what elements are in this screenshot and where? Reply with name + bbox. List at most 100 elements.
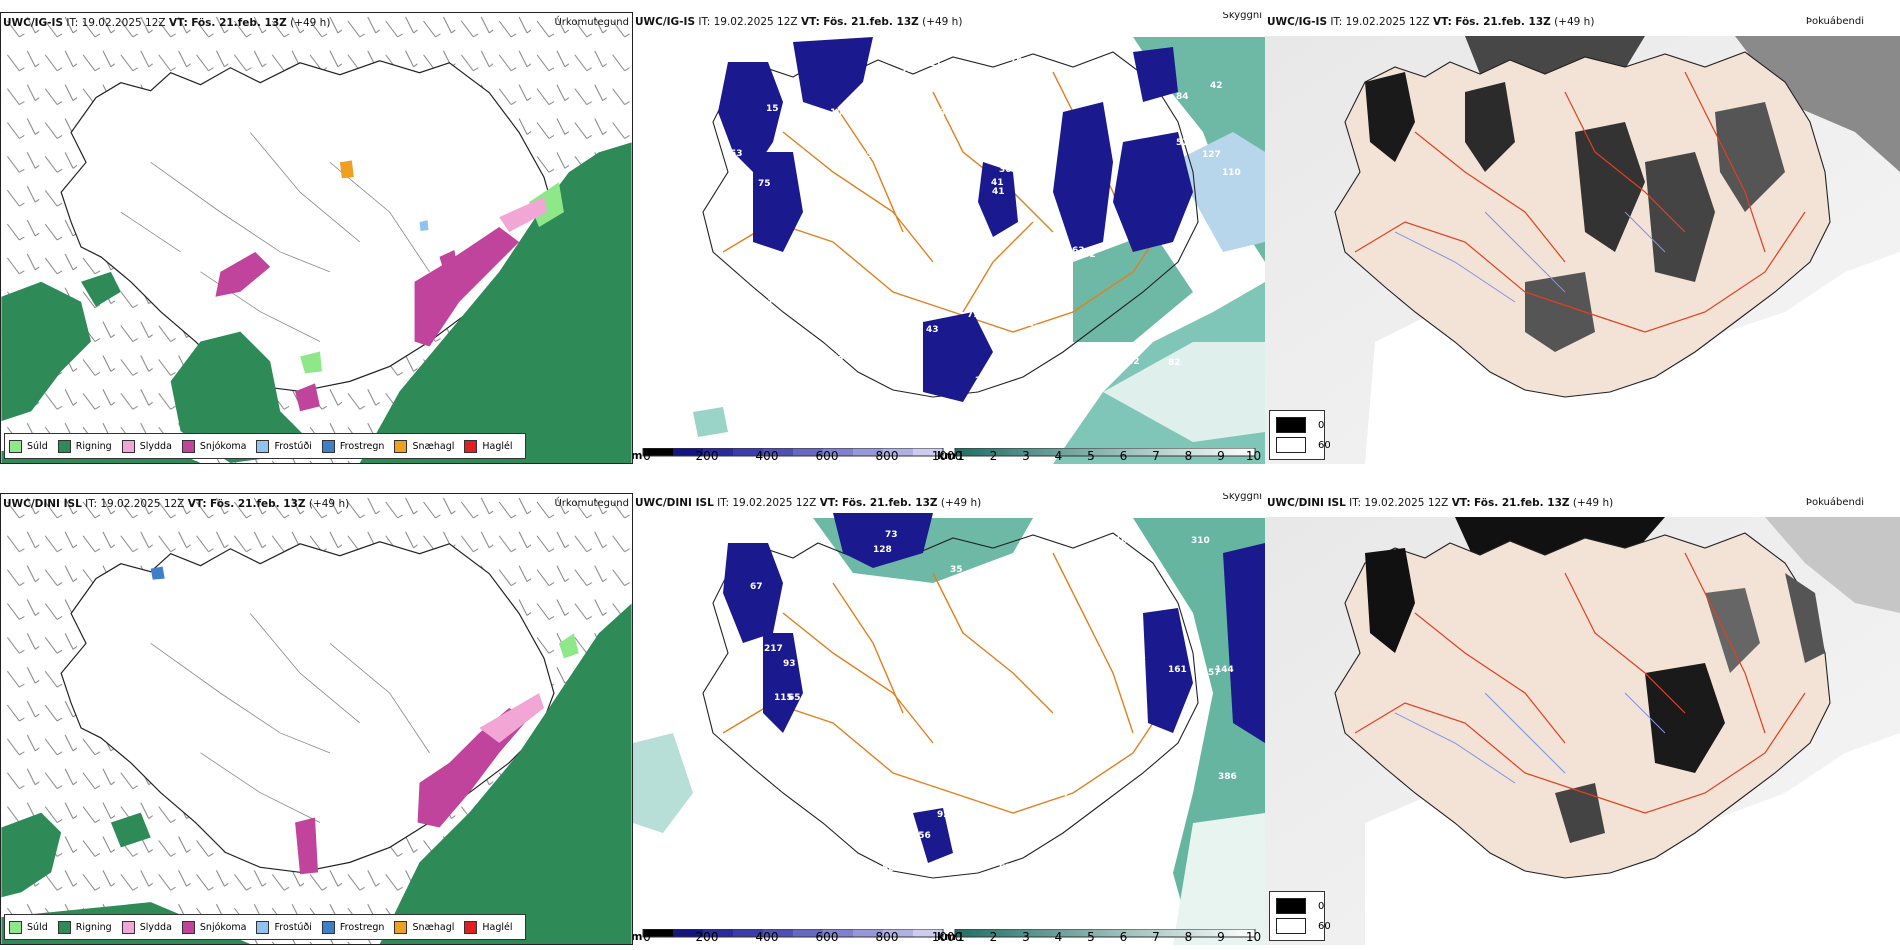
ceiling-tick-label: 1000 — [931, 930, 963, 944]
fog-map-graphic — [1265, 517, 1900, 945]
visibility-tick-label: 5 — [1087, 449, 1095, 463]
forecast-offset: (+49 h) — [1554, 16, 1595, 28]
ceiling-value-label: 79 — [933, 108, 946, 118]
ceiling-colorbar: m 0 200 400 600 800 1000 km 1 2 3 4 5 6 7 8 9 10 — [633, 929, 1265, 945]
ceiling-value-label: 78 — [945, 46, 958, 56]
ceiling-value-label: 70 — [1078, 572, 1091, 582]
ceiling-value-label: 331 — [1127, 651, 1146, 661]
ceiling-value-label: 37 — [743, 365, 756, 375]
ceiling-value-label: 356 — [912, 831, 931, 841]
ceiling-tick-label: 800 — [875, 930, 899, 944]
ceiling-value-label: 217 — [764, 644, 783, 654]
ceiling-value-label: 215 — [975, 376, 994, 386]
visibility-tick-label: 3 — [1022, 449, 1030, 463]
ceiling-value-label: 100 — [992, 724, 1011, 734]
ceiling-value-label: 52 — [813, 310, 826, 320]
fog-legend: 0 60 — [1269, 410, 1331, 460]
ceiling-tick-label: 800 — [875, 449, 899, 463]
ceiling-value-label: 73 — [806, 162, 819, 172]
ceiling-tick-label: 600 — [815, 930, 839, 944]
valid-time: Fös. 21.feb. 13Z — [1473, 497, 1570, 509]
visibility-tick-label: 9 — [1217, 930, 1225, 944]
ceiling-value-label: 84 — [1176, 92, 1189, 102]
ceiling-value-label: 110 — [1222, 168, 1241, 178]
ceiling-value-label: 99 — [738, 343, 751, 353]
ceiling-value-label: 42 — [1210, 81, 1223, 91]
ceiling-value-label: 80 — [1038, 248, 1051, 258]
legend-item-snjokoma: Snjókoma — [181, 920, 246, 934]
ceiling-value-label: 73 — [1041, 279, 1054, 289]
legend-item-rigning: Rigning — [57, 920, 112, 934]
ceiling-tick-label: 400 — [755, 449, 779, 463]
ceiling-value-label: 115 — [774, 693, 793, 703]
legend-item-frostregn: Frostregn — [321, 920, 384, 934]
ceiling-value-label: 68 — [974, 679, 987, 689]
forecast-offset: (+49 h) — [290, 17, 331, 29]
ceiling-value-label: 386 — [1218, 772, 1237, 782]
ceiling-value-label: 57 — [783, 363, 796, 373]
ceiling-value-label: 220 — [937, 668, 956, 678]
visibility-tick-label: 8 — [1184, 449, 1193, 463]
panel-header: UWC/DINI ISL IT: 19.02.2025 12Z VT: Fös.… — [1265, 493, 1900, 513]
panel-header: UWC/IG-IS IT: 19.02.2025 12Z VT: Fös. 21… — [633, 12, 1265, 32]
visibility-tick-label: 7 — [1152, 449, 1160, 463]
ceiling-value-label: 35 — [1028, 324, 1041, 334]
visibility-tick-label: 10 — [1245, 449, 1262, 463]
visibility-tick-label: 10 — [1245, 930, 1262, 944]
ceiling-tick-label: 600 — [815, 449, 839, 463]
ceiling-value-label: 41 — [991, 178, 1004, 188]
visibility-tick-label: 5 — [1087, 930, 1095, 944]
ceiling-value-label: 161 — [1168, 665, 1187, 675]
panel-header: UWC/DINI ISL IT: 19.02.2025 12Z VT: Fös.… — [1, 494, 632, 514]
init-time: IT: 19.02.2025 12Z — [1330, 16, 1430, 28]
ceiling-value-label: 57 — [1208, 668, 1221, 678]
ceiling-value-label: 43 — [926, 325, 939, 335]
visibility-tick-label: 2 — [989, 930, 998, 944]
ceiling-value-label: 51 — [761, 298, 774, 308]
ceiling-value-label: 92 — [937, 810, 950, 820]
visibility-map-graphic: 8275845686576385112104991027930013215111… — [633, 12, 1265, 464]
ceiling-value-label: 65 — [788, 693, 801, 703]
visibility-tick-label: 8 — [1184, 930, 1193, 944]
ceiling-value-label: 71 — [967, 310, 980, 320]
ceiling-tick-label: 200 — [695, 930, 719, 944]
ceiling-value-label: 80 — [792, 565, 805, 575]
precip-map-graphic — [1, 494, 632, 944]
ceiling-value-label: 55 — [1133, 813, 1146, 823]
panel-header: UWC/IG-IS IT: 19.02.2025 12Z VT: Fös. 21… — [1265, 12, 1900, 32]
ceiling-value-label: 93 — [783, 659, 796, 669]
ceiling-value-label: 67 — [750, 582, 763, 592]
ceiling-value-label: 374 — [1049, 789, 1068, 799]
valid-time: Fös. 21.feb. 13Z — [209, 498, 306, 510]
visibility-tick-label: 6 — [1119, 449, 1128, 463]
ceiling-tick-label: 1000 — [931, 449, 963, 463]
ceiling-value-label: 160 — [833, 289, 852, 299]
ceiling-value-label: 96 — [828, 758, 841, 768]
ceiling-value-label: 82 — [1168, 358, 1181, 368]
ceiling-value-label: 75 — [758, 179, 771, 189]
init-time: IT: 19.02.2025 12Z — [698, 16, 798, 28]
ceiling-value-label: 15 — [766, 104, 779, 114]
ceiling-value-label: 83 — [1141, 809, 1154, 819]
legend-item-haglel: Haglél — [464, 439, 513, 453]
panel-title: Skyggni — [1222, 12, 1262, 21]
panel-title: Þokuábendi — [1805, 16, 1864, 27]
ceiling-value-label: 63 — [1072, 246, 1085, 256]
legend-item-frostudi: Frostúði — [256, 439, 312, 453]
init-time: IT: 19.02.2025 12Z — [717, 497, 817, 509]
fog-index-map-bottom: UWC/DINI ISL IT: 19.02.2025 12Z VT: Fös.… — [1265, 493, 1900, 945]
panel-title: Þokuábendi — [1805, 497, 1864, 508]
ceiling-value-label: 50 — [917, 313, 930, 323]
model-name: UWC/IG-IS — [3, 17, 64, 29]
init-time: IT: 19.02.2025 12Z — [66, 17, 166, 29]
init-time: IT: 19.02.2025 12Z — [85, 498, 185, 510]
legend-item-frostregn: Frostregn — [321, 439, 384, 453]
ceiling-value-label: 84 — [875, 709, 888, 719]
visibility-tick-label: 2 — [989, 449, 998, 463]
visibility-unit-label: km — [937, 930, 956, 943]
ceiling-value-label: 56 — [882, 864, 895, 874]
visibility-tick-label: 6 — [1119, 930, 1128, 944]
ceiling-value-label: 300 — [999, 165, 1018, 175]
ceiling-value-label: 96 — [910, 658, 923, 668]
precip-legend: Súld Rigning Slydda Snjókoma Frostúði Fr… — [4, 914, 526, 940]
